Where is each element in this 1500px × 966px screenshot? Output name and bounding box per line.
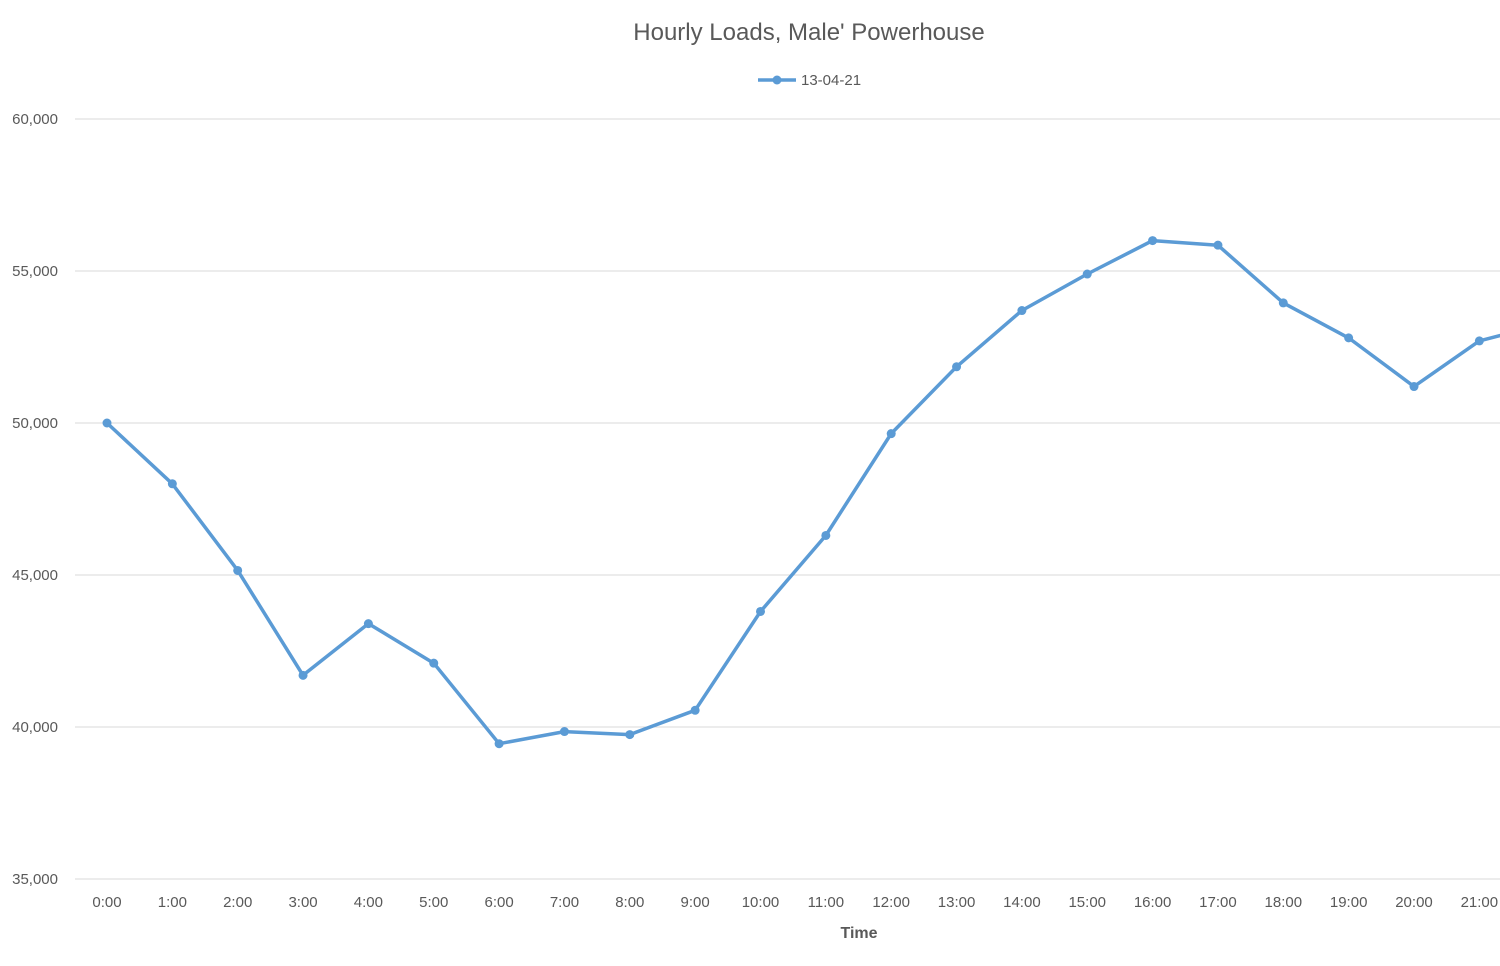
x-tick-label: 3:00: [288, 894, 317, 911]
x-tick-label: 18:00: [1265, 894, 1303, 911]
data-point: [102, 418, 112, 428]
y-tick-label: 35,000: [12, 871, 58, 888]
x-tick-label: 13:00: [938, 894, 976, 911]
x-tick-label: 11:00: [808, 894, 844, 911]
data-point: [1082, 269, 1092, 279]
data-point: [952, 362, 962, 372]
data-point: [690, 705, 700, 715]
x-tick-label: 10:00: [742, 894, 780, 911]
x-tick-label: 8:00: [615, 894, 644, 911]
gridlines: [75, 118, 1500, 880]
x-tick-label: 20:00: [1395, 894, 1433, 911]
legend-series-label: 13-04-21: [801, 72, 861, 89]
x-tick-label: 17:00: [1199, 894, 1237, 911]
data-point: [298, 670, 308, 680]
x-tick-label: 16:00: [1134, 894, 1172, 911]
x-tick-label: 19:00: [1330, 894, 1368, 911]
y-tick-label: 45,000: [12, 567, 58, 584]
legend: 13-04-21: [758, 72, 861, 89]
y-axis-ticks: 35,000 40,000 45,000 50,000 55,000 60,000: [12, 111, 58, 888]
data-point: [821, 530, 831, 540]
data-point: [233, 565, 243, 575]
x-tick-label: 1:00: [158, 894, 187, 911]
chart-title: Hourly Loads, Male' Powerhouse: [633, 19, 984, 46]
y-tick-label: 40,000: [12, 719, 58, 736]
legend-marker-icon: [772, 75, 782, 85]
data-point: [1474, 336, 1484, 346]
x-tick-label: 14:00: [1003, 894, 1041, 911]
data-point: [756, 606, 765, 616]
x-tick-label: 4:00: [354, 894, 383, 911]
data-point: [429, 658, 439, 668]
series-group: [102, 236, 1500, 749]
x-tick-label: 15:00: [1068, 894, 1106, 911]
x-tick-label: 7:00: [550, 894, 579, 911]
y-tick-label: 60,000: [12, 111, 58, 128]
data-point: [1148, 236, 1158, 246]
x-axis-ticks: 0:00 1:00 2:00 3:00 4:00 5:00 6:00 7:00 8:00 9:00…: [92, 894, 1498, 911]
data-point: [1213, 240, 1223, 250]
x-tick-label: 9:00: [681, 894, 710, 911]
x-tick-label: 0:00: [92, 894, 121, 911]
data-point: [494, 739, 504, 749]
x-tick-label: 12:00: [872, 894, 910, 911]
data-point: [1344, 333, 1354, 343]
series-line: [105, 238, 1500, 746]
x-axis-label: Time: [840, 925, 877, 942]
data-point: [625, 730, 635, 740]
data-point: [167, 479, 177, 489]
y-tick-label: 55,000: [12, 263, 58, 280]
data-point: [1017, 306, 1027, 316]
x-tick-label: 5:00: [419, 894, 448, 911]
data-point: [1278, 298, 1288, 308]
y-tick-label: 50,000: [12, 415, 58, 432]
data-point: [363, 619, 373, 629]
data-point: [1409, 382, 1419, 392]
x-tick-label: 21:00: [1461, 894, 1499, 911]
x-tick-label: 2:00: [223, 894, 252, 911]
data-point: [886, 429, 896, 439]
data-point: [559, 727, 569, 737]
x-tick-label: 6:00: [484, 894, 513, 911]
